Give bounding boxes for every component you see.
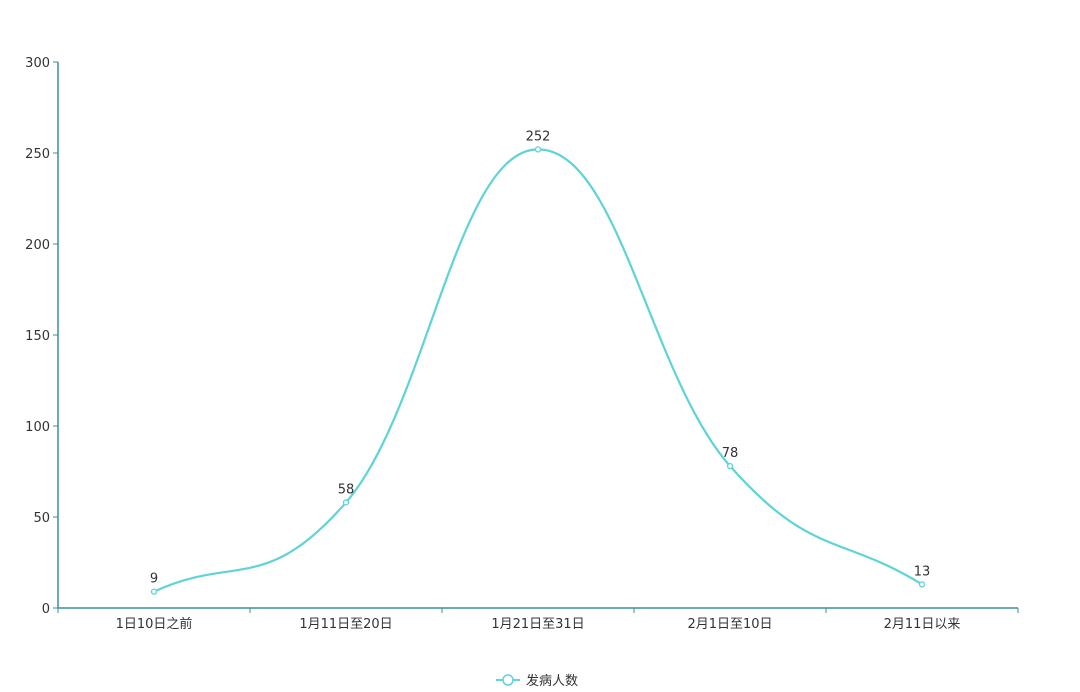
y-tick-label: 250 bbox=[25, 147, 50, 162]
x-tick-label: 1月21日至31日 bbox=[491, 617, 584, 632]
data-point bbox=[534, 146, 542, 153]
x-tick-label: 2月11日以来 bbox=[884, 617, 961, 632]
legend-label: 发病人数 bbox=[526, 673, 578, 689]
y-tick-label: 300 bbox=[25, 56, 50, 71]
data-label: 252 bbox=[526, 129, 551, 144]
legend[interactable]: 发病人数 bbox=[496, 673, 578, 689]
data-point bbox=[342, 499, 350, 506]
x-tick-label: 1月11日至20日 bbox=[299, 617, 392, 632]
data-point bbox=[918, 581, 926, 588]
x-tick-label: 2月1日至10日 bbox=[687, 617, 772, 632]
y-tick-label: 200 bbox=[25, 238, 50, 253]
data-label: 78 bbox=[722, 446, 739, 461]
legend-marker-icon bbox=[502, 674, 514, 686]
data-label: 13 bbox=[914, 564, 931, 579]
data-point bbox=[150, 588, 158, 595]
x-tick-label: 1日10日之前 bbox=[116, 616, 193, 632]
y-tick-label: 0 bbox=[42, 602, 50, 617]
y-tick-label: 150 bbox=[25, 329, 50, 344]
data-label: 9 bbox=[150, 572, 158, 587]
series-line bbox=[153, 148, 923, 593]
y-tick-label: 100 bbox=[25, 420, 50, 435]
y-tick-label: 50 bbox=[33, 511, 50, 526]
data-label: 58 bbox=[338, 482, 355, 497]
data-point bbox=[726, 462, 734, 470]
